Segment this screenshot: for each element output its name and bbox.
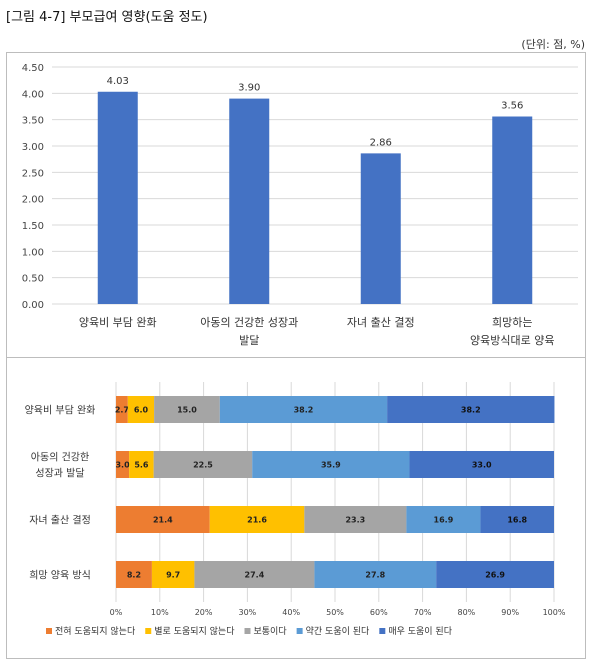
x-tick-label: 40% <box>282 608 300 617</box>
x-tick-label: 10% <box>151 608 169 617</box>
bar <box>97 91 138 305</box>
x-tick-label: 70% <box>414 608 432 617</box>
x-tick-label: 100% <box>543 608 566 617</box>
stack-segment <box>153 451 253 478</box>
mean-score-bar-chart: 0.00 0.50 1.00 1.50 2.00 2.50 3.00 3.50 4.00 4.50… <box>22 63 578 347</box>
segment-data-label: 3.0 <box>115 461 130 470</box>
x-tick-label: 50% <box>326 608 344 617</box>
y-category-label: 아동의 건강한 <box>31 452 89 464</box>
bar-data-label: 3.90 <box>238 83 260 94</box>
x-tick-label: 30% <box>239 608 257 617</box>
segment-data-label: 21.4 <box>153 516 173 525</box>
legend-swatch <box>145 628 152 634</box>
segment-data-label: 2.7 <box>115 406 129 415</box>
y-category-label: 희망 양육 방식 <box>29 570 91 582</box>
y-tick-label: 4.00 <box>22 89 44 100</box>
legend-swatch <box>244 628 251 634</box>
y-tick-label: 4.50 <box>22 63 44 74</box>
segment-data-label: 15.0 <box>177 406 197 415</box>
stack-segment <box>314 561 437 588</box>
y-tick-label: 0.00 <box>22 300 44 311</box>
y-tick-label: 3.50 <box>22 116 44 127</box>
stack-segment <box>406 506 481 533</box>
stack-segment <box>480 506 554 533</box>
chart-frame <box>6 52 586 659</box>
segment-data-label: 21.6 <box>247 516 267 525</box>
stack-segment <box>151 561 195 588</box>
legend-swatch <box>379 628 386 634</box>
bar-data-label: 3.56 <box>501 101 523 112</box>
x-tick-label: 60% <box>370 608 388 617</box>
bar <box>492 116 533 304</box>
segment-data-label: 23.3 <box>345 516 365 525</box>
segment-data-label: 38.2 <box>294 406 314 415</box>
segment-data-label: 9.7 <box>166 571 180 580</box>
y-tick-label: 2.50 <box>22 168 44 179</box>
x-tick-label: 0% <box>110 608 123 617</box>
stack-segment <box>219 396 388 423</box>
y-tick-label: 2.00 <box>22 195 44 206</box>
stack-segment <box>127 396 155 423</box>
y-tick-label: 1.00 <box>22 247 44 258</box>
stack-segment <box>154 396 220 423</box>
stack-segment <box>304 506 407 533</box>
y-category-label: 자녀 출산 결정 <box>29 515 91 527</box>
y-category-label: 양육비 부담 완화 <box>25 405 96 417</box>
legend-label: 약간 도움이 된다 <box>306 625 370 637</box>
x-category-label: 자녀 출산 결정 <box>347 316 415 329</box>
segment-data-label: 27.4 <box>245 571 265 580</box>
y-category-label: 성장과 발달 <box>35 468 84 480</box>
x-category-label: 양육방식대로 양육 <box>470 334 554 347</box>
figure-title: [그림 4-7] 부모급여 영향(도움 정도) <box>6 10 208 25</box>
segment-data-label: 16.8 <box>507 516 527 525</box>
x-tick-label: 80% <box>458 608 476 617</box>
bar-data-label: 2.86 <box>370 137 392 148</box>
stack-segment <box>116 561 152 588</box>
legend-label: 매우 도움이 된다 <box>388 625 452 637</box>
segment-data-label: 5.6 <box>134 461 149 470</box>
x-category-label: 희망하는 <box>492 315 532 329</box>
unit-label: (단위: 점, %) <box>521 38 585 51</box>
segment-data-label: 6.0 <box>134 406 149 415</box>
segment-data-label: 8.2 <box>127 571 141 580</box>
y-tick-label: 0.50 <box>22 274 44 285</box>
bar-data-label: 4.03 <box>107 76 129 87</box>
segment-data-label: 38.2 <box>461 406 481 415</box>
x-tick-label: 90% <box>501 608 519 617</box>
stack-segment <box>387 396 555 423</box>
legend-swatch <box>46 628 52 634</box>
legend-swatch <box>296 628 303 634</box>
segment-data-label: 22.5 <box>193 461 213 470</box>
segment-data-label: 16.9 <box>434 516 454 525</box>
legend-label: 별로 도움되지 않는다 <box>154 626 235 637</box>
segment-data-label: 33.0 <box>472 461 492 470</box>
y-tick-label: 1.50 <box>22 221 44 232</box>
bar <box>360 153 401 304</box>
segment-data-label: 26.9 <box>485 571 505 580</box>
stack-segment <box>129 451 154 478</box>
segment-data-label: 35.9 <box>321 461 341 470</box>
y-tick-label: 3.00 <box>22 142 44 153</box>
x-category-label: 아동의 건강한 성장과 <box>200 316 298 329</box>
stack-segment <box>116 451 130 478</box>
x-category-label: 양육비 부담 완화 <box>79 316 157 329</box>
x-category-label: 발달 <box>239 334 259 347</box>
stack-segment <box>436 561 554 588</box>
stack-segment <box>409 451 554 478</box>
chart-divider <box>6 357 586 358</box>
legend-label: 보통이다 <box>254 626 288 637</box>
bar <box>229 98 270 304</box>
stack-segment <box>116 506 210 533</box>
stack-segment <box>194 561 315 588</box>
stack-segment <box>209 506 305 533</box>
x-tick-label: 20% <box>195 608 213 617</box>
legend-label: 전혀 도움되지 않는다 <box>55 626 136 637</box>
segment-data-label: 27.8 <box>365 571 385 580</box>
stack-segment <box>252 451 410 478</box>
stack-segment <box>116 396 128 423</box>
